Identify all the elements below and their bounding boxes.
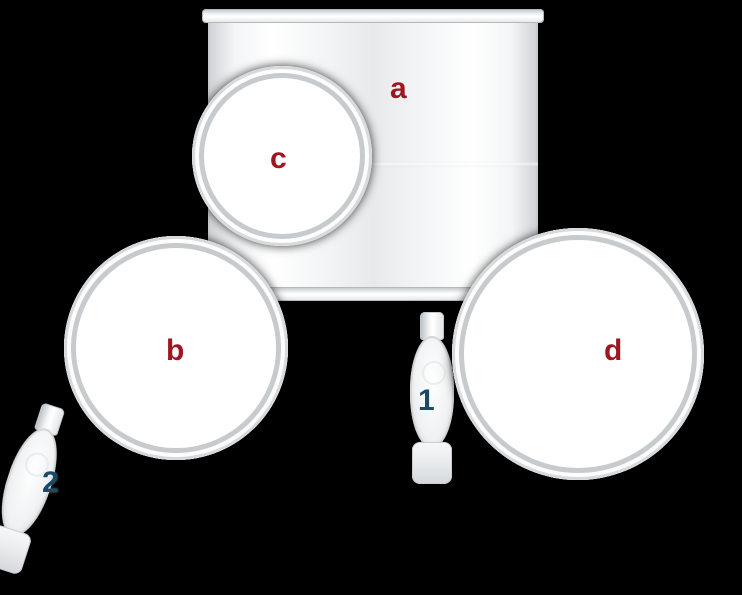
label-d: d	[604, 336, 622, 366]
label-b: b	[166, 336, 184, 366]
label-a: a	[390, 74, 407, 104]
drum-layout-diagram: a c b d 1 2	[0, 0, 742, 595]
label-2: 2	[42, 468, 59, 498]
label-c: c	[270, 144, 287, 174]
pedal-1-heel	[412, 442, 452, 484]
bass-drum-rim-top	[202, 9, 544, 23]
label-1: 1	[418, 386, 435, 416]
pedal-2	[0, 398, 79, 581]
pedal-2-heel	[0, 523, 33, 575]
drum-d	[452, 228, 704, 480]
